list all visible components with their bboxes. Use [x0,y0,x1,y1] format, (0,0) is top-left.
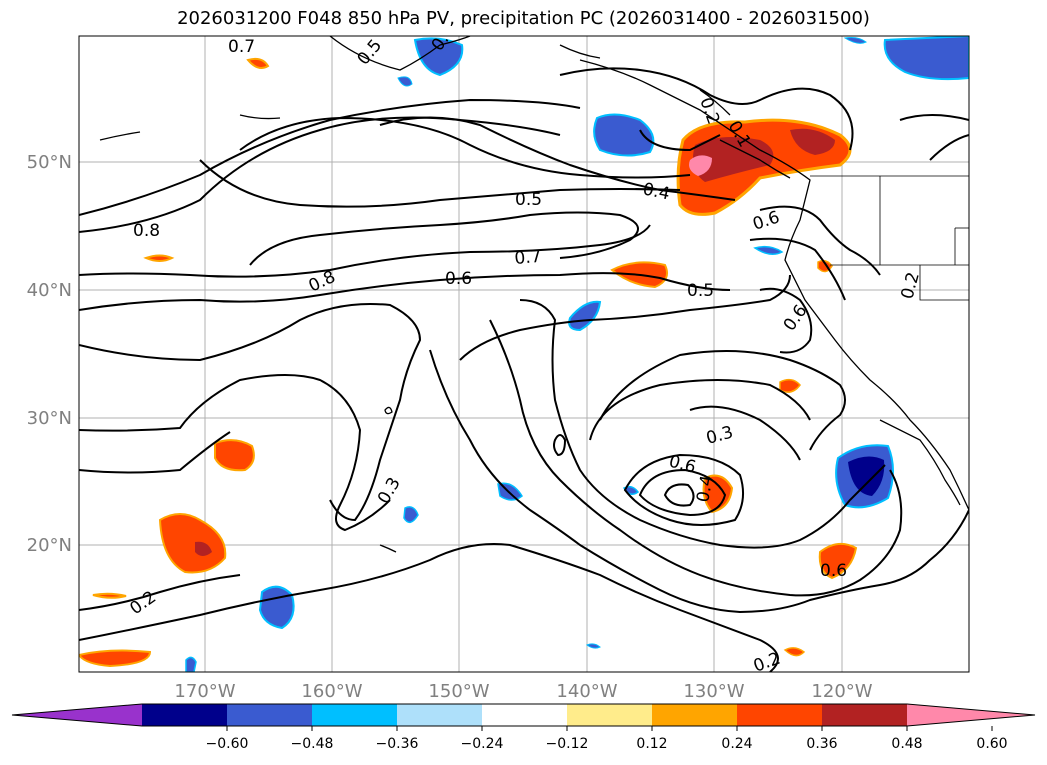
colorbar-tick-label: 0.24 [721,736,752,752]
colorbar-segment [312,704,397,726]
contour-label: 0.7 [228,37,255,57]
contour-label: 0.4 [693,474,717,504]
colorbar-segment [652,704,737,726]
lat-tick-label: 20°N [27,535,72,556]
colorbar-extend-max [907,704,1035,726]
contour-label: 0.8 [133,221,160,241]
precip-positive-5 [702,474,734,514]
colorbar-tick-label: −0.48 [291,736,334,752]
lon-tick-label: 150°W [428,681,489,702]
lat-tick-label: 50°N [27,152,72,173]
colorbar-extend-min [12,704,142,726]
precip-negative-3 [413,37,464,77]
contour-label: 0.6 [445,269,472,289]
colorbar-tick-label: −0.60 [206,736,249,752]
colorbar: −0.60 −0.48 −0.36 −0.24 −0.12 0.12 0.24 0.36 0.4… [11,703,1036,752]
precip-positive-6 [818,542,858,580]
map-title: 2026031200 F048 850 hPa PV, precipitatio… [177,8,870,29]
colorbar-segment [142,704,227,726]
colorbar-segment [737,704,822,726]
colorbar-segment [482,704,567,726]
contour-label: 0.5 [515,190,542,210]
lon-tick-label: 130°W [683,681,744,702]
precipitation-shading [79,36,969,672]
colorbar-outline [11,703,1036,727]
precip-positive-3 [214,439,255,472]
coastlines [99,36,969,553]
contour-label: 0.6 [820,561,847,581]
colorbar-segment [567,704,652,726]
colorbar-tick-label: 0.48 [891,736,922,752]
lon-tick-label: 170°W [174,681,235,702]
contour-label: 0.5 [687,281,714,301]
lon-tick-label: 140°W [556,681,617,702]
contour-label: 0.7 [514,247,543,269]
colorbar-tick-label: −0.12 [546,736,589,752]
colorbar-segment [227,704,312,726]
precip-negative-4 [568,300,602,332]
lon-tick-label: 120°W [811,681,872,702]
colorbar-segment [397,704,482,726]
lat-tick-label: 40°N [27,280,72,301]
lon-axis: 170°W 160°W 150°W 140°W 130°W 120°W [174,681,872,702]
colorbar-tick-label: 0.12 [636,736,667,752]
colorbar-tick-label: −0.36 [376,736,419,752]
lat-axis: 50°N 40°N 30°N 20°N [27,152,72,556]
map-frame [78,35,970,673]
colorbar-segment [822,704,907,726]
precip-negative-2 [883,36,969,81]
precip-positive-4 [158,513,227,574]
precip-negative-1 [593,113,655,157]
lat-tick-label: 30°N [27,408,72,429]
map-area: 0.7 0.5 0.4 0.6 0.8 0.8 0.6 0.7 0.5 0.6 … [79,36,969,677]
colorbar-tick-label: 0.60 [976,736,1007,752]
contour-label: 0.2 [751,649,783,677]
lon-tick-label: 160°W [301,681,362,702]
colorbar-tick-label: 0.36 [806,736,837,752]
pv-contours [79,67,969,672]
colorbar-tick-label: −0.24 [461,736,504,752]
